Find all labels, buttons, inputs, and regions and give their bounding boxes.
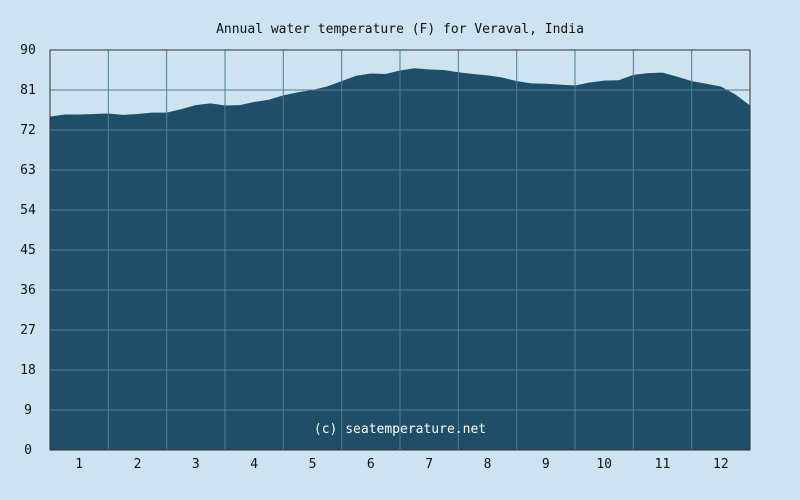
x-tick-label: 2: [134, 457, 142, 472]
x-tick-label: 6: [367, 457, 375, 472]
x-tick-label: 8: [484, 457, 492, 472]
grid-layer: [49, 49, 751, 451]
x-tick-label: 4: [250, 457, 258, 472]
plot-border: [49, 49, 751, 451]
credit-text: (c) seatemperature.net: [314, 422, 486, 437]
y-tick-label: 63: [20, 163, 36, 178]
x-tick-label: 7: [425, 457, 433, 472]
y-tick-label: 36: [20, 283, 36, 298]
y-tick-label: 81: [20, 83, 36, 98]
y-tick-label: 90: [20, 43, 36, 58]
x-tick-label: 11: [655, 457, 671, 472]
y-tick-label: 72: [20, 123, 36, 138]
y-tick-label: 0: [24, 443, 32, 458]
x-tick-label: 3: [192, 457, 200, 472]
y-tick-label: 18: [20, 363, 36, 378]
x-tick-label: 10: [596, 457, 612, 472]
y-tick-label: 27: [20, 323, 36, 338]
x-tick-label: 9: [542, 457, 550, 472]
x-tick-label: 1: [75, 457, 83, 472]
y-tick-label: 45: [20, 243, 36, 258]
y-tick-label: 54: [20, 203, 36, 218]
chart-title: Annual water temperature (F) for Veraval…: [216, 22, 584, 37]
y-tick-label: 9: [24, 403, 32, 418]
x-tick-label: 5: [309, 457, 317, 472]
x-tick-label: 12: [713, 457, 729, 472]
